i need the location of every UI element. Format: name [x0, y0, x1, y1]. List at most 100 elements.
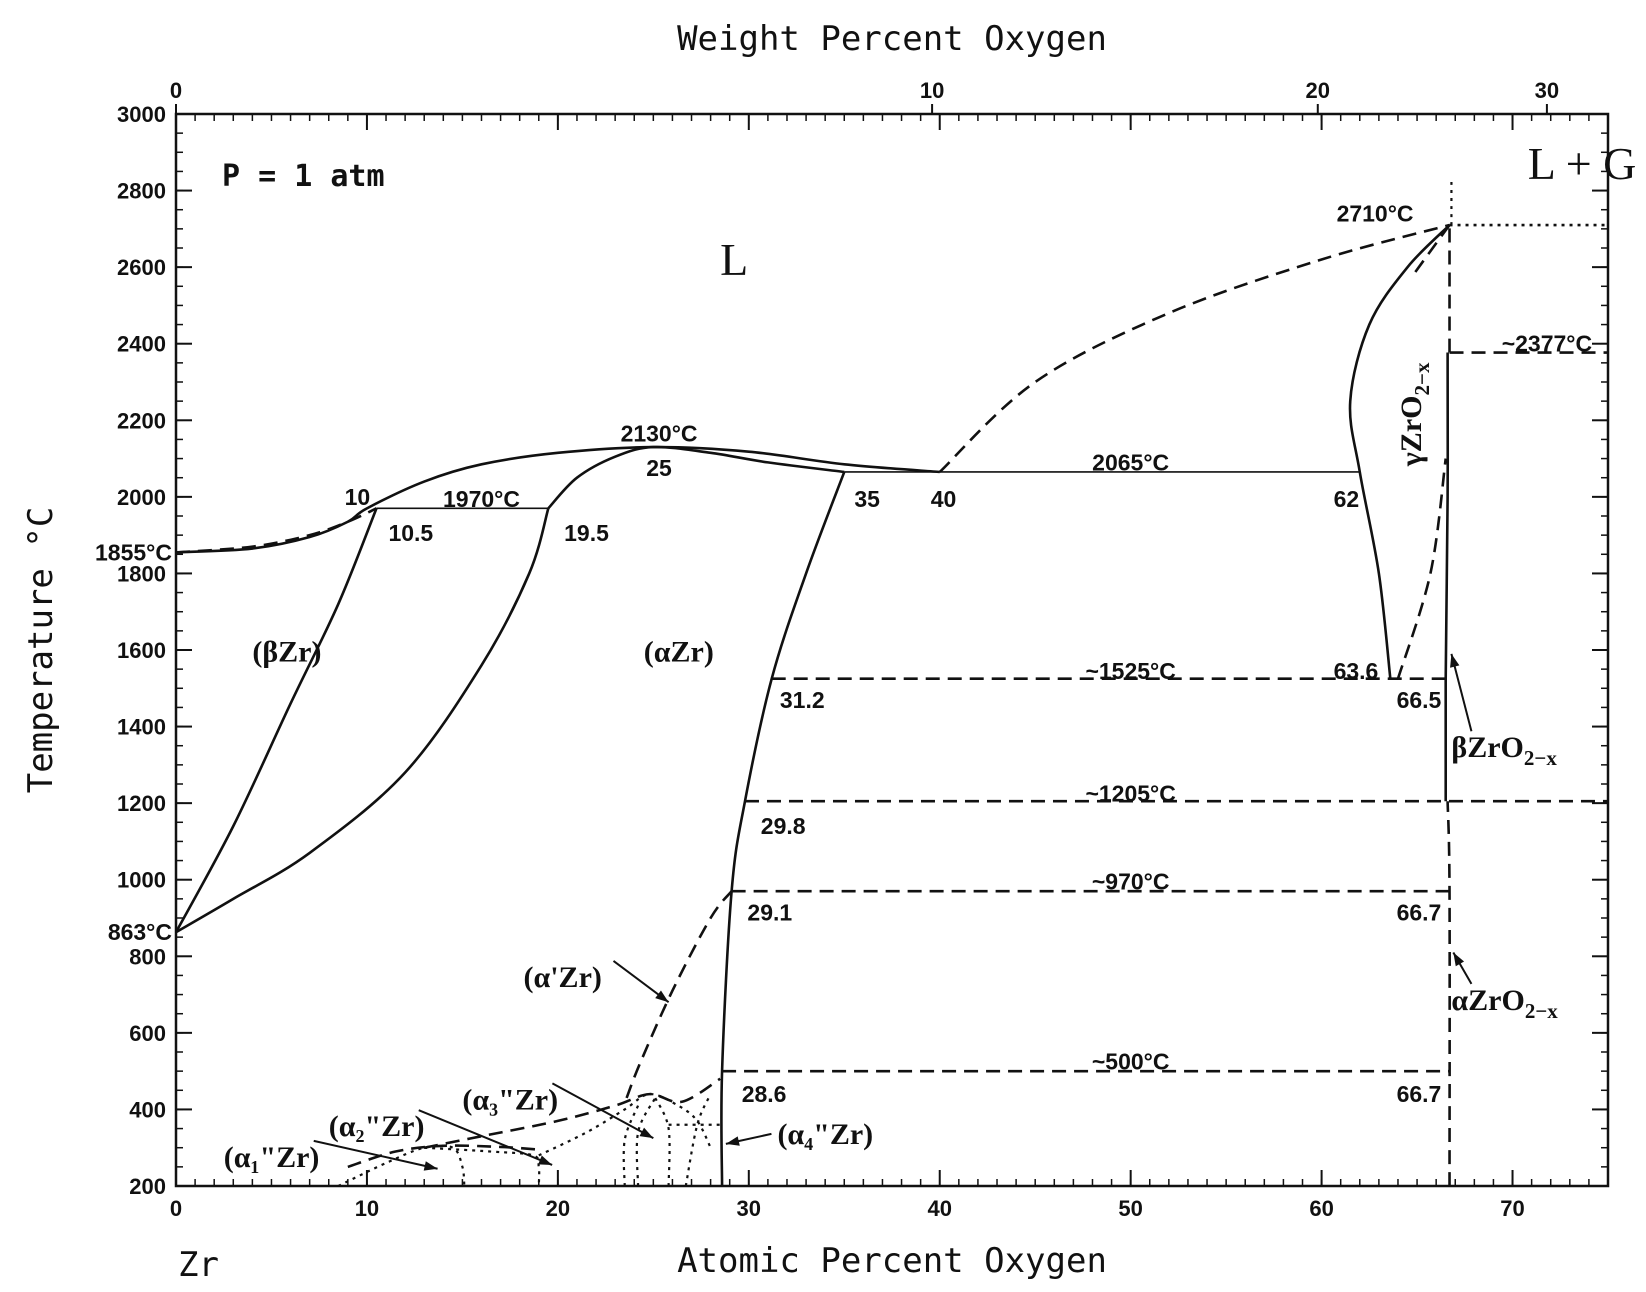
curve-alpha-dotted-c: [654, 1097, 671, 1187]
curve-alpha2-dotted: [424, 1146, 541, 1187]
top-tick-label: 0: [170, 78, 182, 103]
curve-alpha3-dome: [423, 1077, 721, 1149]
curve-alpha-prime: [625, 890, 733, 1099]
curve-alpha-dotted-d: [684, 1093, 712, 1187]
ticks: 0 10 20 30 40 50 60 702004006008001000120014001…: [117, 78, 1609, 1221]
curve-alpha-solidus: [547, 445, 845, 510]
x-tick-label: 40: [927, 1196, 951, 1221]
phase-label: (α₄"Zr): [777, 1118, 873, 1151]
arrow-head: [1453, 952, 1465, 967]
annotation-label: 63.6: [1334, 658, 1379, 684]
phase-name: (α₂"Zr): [329, 1110, 425, 1143]
y-tick-label: 200: [129, 1174, 166, 1199]
arrow-head: [423, 1161, 438, 1171]
phase-label: (α'Zr): [523, 961, 601, 994]
plot-frame: [174, 112, 1610, 1188]
annotation-label: 66.7: [1397, 899, 1442, 925]
phase-name: (α₁"Zr): [224, 1141, 320, 1174]
curve-alpha-dotted-a: [622, 1105, 640, 1187]
phase-boundaries: [174, 179, 1453, 1187]
curve-zro2-stoich-solid: [1444, 352, 1450, 802]
curve-gamma-zro2-right: [1412, 224, 1451, 276]
phase-label: (α₂"Zr): [329, 1110, 425, 1143]
curve-liquidus-zro2: [938, 223, 1450, 473]
annotation-label: 62: [1334, 486, 1360, 512]
arrow-shaft: [313, 1139, 438, 1170]
y-tick-label: 600: [129, 1021, 166, 1046]
phase-name: (α'Zr): [523, 961, 601, 994]
curve-alpha-dotted-b: [635, 1097, 657, 1187]
annotation-label: 1970°C: [443, 486, 520, 512]
curve-beta-transus-upper: [175, 507, 550, 934]
y-tick-label: 2000: [117, 485, 166, 510]
annotation-label: ~1205°C: [1085, 781, 1175, 807]
annotation-label: 2065°C: [1092, 449, 1169, 475]
top-tick-label: 30: [1535, 78, 1559, 103]
arrow-head: [639, 1127, 654, 1139]
x-tick-label: 50: [1118, 1196, 1142, 1221]
curve-alpha1-dotted: [337, 1144, 466, 1187]
rotated-phase-label: γZrO2−x: [1395, 362, 1434, 467]
annotation-label: 29.8: [761, 813, 806, 839]
y-tick-label: 2200: [117, 408, 166, 433]
x-axis-title: Atomic Percent Oxygen: [677, 1241, 1107, 1281]
phase-label: (α₁"Zr): [224, 1141, 320, 1174]
annotation-label: ~2377°C: [1502, 331, 1592, 357]
x-tick-label: 70: [1500, 1196, 1524, 1221]
annotation-label: 66.5: [1397, 687, 1442, 713]
annotation-label: 66.7: [1397, 1081, 1442, 1107]
y-tick-label: 1400: [117, 715, 166, 740]
phase-label: βZrO2−x: [1451, 731, 1557, 770]
arrow-shaft: [418, 1109, 553, 1166]
phase-subscript: 2−x: [1524, 746, 1557, 770]
top-axis-title: Weight Percent Oxygen: [677, 19, 1107, 59]
y-tick-label: 2400: [117, 332, 166, 357]
annotation-label: 10.5: [388, 520, 433, 546]
y-tick-label: 2600: [117, 255, 166, 280]
y-tick-label: 3000: [117, 102, 166, 127]
annotation-label: 28.6: [742, 1081, 787, 1107]
annotation-label: 1855°C: [95, 539, 172, 565]
annotation-label: 31.2: [780, 687, 825, 713]
x-tick-label: 60: [1309, 1196, 1333, 1221]
corner-label: Zr: [178, 1245, 219, 1285]
annotation-label: 25: [646, 455, 672, 481]
phase-subscript: 2−x: [1525, 999, 1558, 1023]
isotherms: [376, 223, 1608, 1073]
x-tick-label: 0: [170, 1196, 182, 1221]
top-tick-label: 20: [1306, 78, 1330, 103]
arrow-shaft: [551, 1082, 654, 1140]
annotation-label: 10: [345, 484, 371, 510]
y-tick-label: 2800: [117, 179, 166, 204]
phase-subscript: 2−x: [1410, 362, 1434, 395]
y-tick-label: 1800: [117, 561, 166, 586]
curve-liquidus-zr-rich: [175, 445, 940, 554]
y-tick-label: 1600: [117, 638, 166, 663]
annotation-label: 2130°C: [621, 421, 698, 447]
region-label: L: [720, 234, 748, 285]
y-tick-label: 1000: [117, 868, 166, 893]
annotation-label: ~970°C: [1092, 869, 1170, 895]
curve-gamma-zro2-left: [1348, 224, 1451, 679]
arrow-head: [538, 1155, 553, 1165]
annotation-label: 40: [931, 486, 957, 512]
phase-label: αZrO2−x: [1451, 984, 1558, 1023]
phase-name: βZrO: [1451, 731, 1523, 764]
y-tick-label: 1200: [117, 791, 166, 816]
x-tick-label: 30: [737, 1196, 761, 1221]
curve-beta-transus-lower: [174, 507, 378, 933]
top-tick-label: 10: [920, 78, 944, 103]
phase-label: (α₃"Zr): [462, 1083, 558, 1116]
curve-zro2-stoich-dashed: [1446, 801, 1451, 1187]
pressure-label: P = 1 atm: [222, 159, 385, 194]
y-tick-label: 400: [129, 1097, 166, 1122]
annotation-label: ~500°C: [1092, 1049, 1170, 1075]
arrow-head: [1450, 653, 1460, 668]
arrow-shaft: [1450, 653, 1473, 732]
arrow-head: [655, 990, 669, 1003]
phase-name: αZrO: [1451, 984, 1524, 1017]
annotation-label: 19.5: [564, 520, 609, 546]
annotation-label: 29.1: [747, 899, 792, 925]
y-axis-title: Temperature °C: [21, 507, 61, 794]
